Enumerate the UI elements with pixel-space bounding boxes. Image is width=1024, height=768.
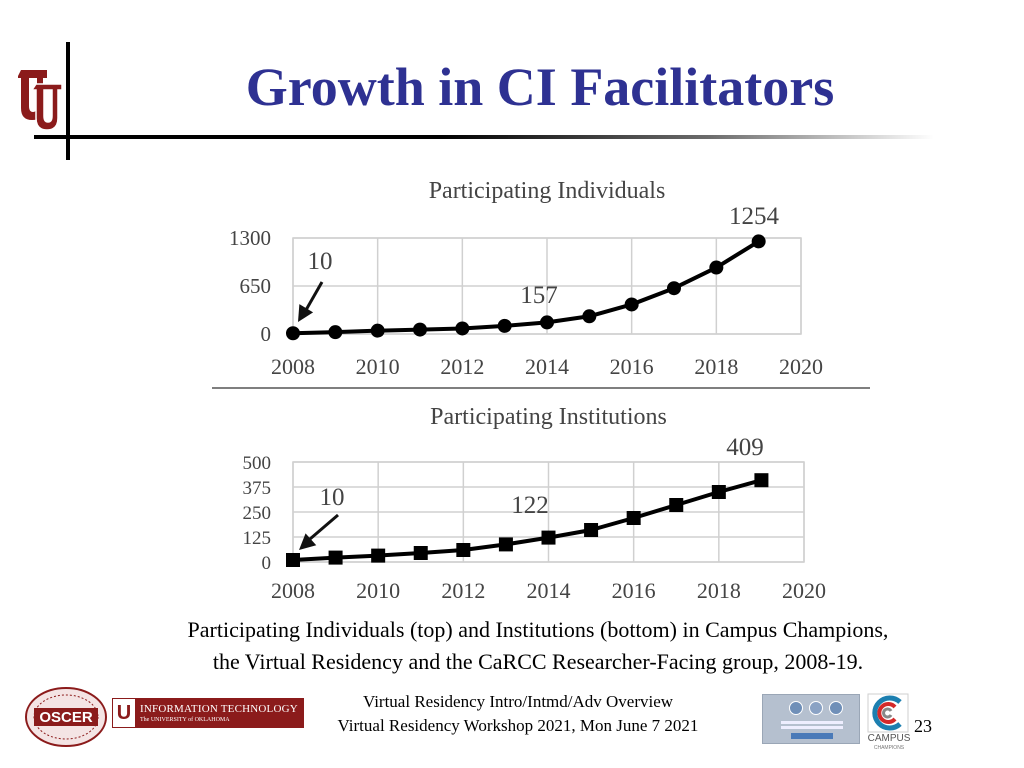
data-point	[456, 543, 471, 557]
data-point	[711, 485, 726, 499]
annotation-arrowhead	[299, 533, 317, 550]
x-tick-label: 2008	[271, 354, 315, 379]
data-point	[624, 297, 639, 312]
caption-line-1: Participating Individuals (top) and Inst…	[187, 617, 889, 642]
y-tick-label: 375	[243, 478, 272, 499]
y-tick-label: 650	[240, 274, 272, 298]
x-tick-label: 2016	[610, 354, 654, 379]
data-label: 10	[308, 248, 333, 275]
chart-title: Participating Institutions	[430, 404, 667, 430]
data-point	[371, 548, 386, 563]
data-point	[751, 234, 766, 249]
data-label: 1254	[729, 203, 780, 230]
data-point	[540, 315, 554, 330]
data-label: 157	[520, 282, 558, 309]
it-logo-line-2: The UNIVERSITY of OKLAHOMA	[140, 716, 230, 723]
x-tick-label: 2018	[694, 354, 738, 379]
x-tick-label: 2010	[356, 578, 400, 603]
x-tick-label: 2008	[271, 578, 315, 603]
chart-title: Participating Individuals	[429, 178, 666, 204]
title-vertical-rule	[66, 42, 70, 160]
data-point	[709, 260, 724, 275]
oscer-logo-text: OSCER	[39, 709, 93, 726]
y-tick-label: 125	[243, 528, 272, 549]
campus-champions-subtext: CHAMPIONS	[873, 745, 905, 751]
slide-caption: Participating Individuals (top) and Inst…	[100, 614, 976, 678]
it-logo-line-1: INFORMATION TECHNOLOGY	[140, 702, 298, 715]
data-point	[286, 553, 300, 567]
title-horizontal-rule	[34, 135, 934, 139]
y-tick-label: 0	[261, 322, 272, 346]
footer-line-1: Virtual Residency Intro/Intmd/Adv Overvi…	[362, 692, 674, 711]
data-point	[669, 498, 684, 512]
series-line	[292, 239, 760, 336]
x-tick-label: 2018	[697, 578, 741, 603]
data-point	[413, 322, 427, 337]
campus-champions-icon	[867, 693, 909, 733]
caption-line-2: the Virtual Residency and the CaRCC Rese…	[212, 649, 864, 674]
annotation-arrowhead	[298, 304, 314, 322]
data-point	[328, 325, 343, 340]
data-point	[667, 281, 681, 296]
series-line	[292, 478, 762, 562]
campus-champions-logo: CAMPUS CHAMPIONS	[866, 692, 912, 756]
data-point	[498, 537, 513, 552]
y-tick-label: 500	[243, 453, 272, 474]
data-label: 10	[320, 484, 345, 511]
x-tick-label: 2012	[441, 578, 485, 603]
slide-title: Growth in CI Facilitators	[245, 57, 835, 117]
x-tick-label: 2014	[527, 578, 571, 603]
x-tick-label: 2020	[782, 578, 826, 603]
oscer-logo-icon: OSCER	[25, 687, 107, 747]
data-point	[413, 546, 428, 560]
data-label: 122	[511, 492, 549, 519]
data-point	[626, 511, 641, 525]
ou-mini-icon: U	[112, 698, 136, 728]
ou-logo-icon	[18, 70, 63, 131]
data-point	[584, 523, 599, 537]
it-logo: U INFORMATION TECHNOLOGY The UNIVERSITY …	[112, 698, 304, 728]
data-point	[541, 530, 556, 545]
data-point	[370, 323, 385, 338]
x-tick-label: 2014	[525, 354, 569, 379]
campus-champions-text: CAMPUS	[867, 733, 911, 744]
x-tick-label: 2012	[440, 354, 484, 379]
growth-charts: Participating Individuals 2008 2010 2012 201…	[212, 178, 870, 603]
data-point	[286, 326, 300, 341]
carcc-logo-icon	[762, 694, 860, 744]
footer: Virtual Residency Intro/Intmd/Adv Overvi…	[300, 690, 736, 738]
y-tick-label: 1300	[229, 226, 271, 250]
x-tick-label: 2020	[779, 354, 823, 379]
x-tick-label: 2016	[612, 578, 656, 603]
x-tick-label: 2010	[356, 354, 400, 379]
data-point	[754, 473, 769, 488]
y-tick-label: 0	[262, 553, 272, 574]
y-tick-label: 250	[243, 503, 272, 524]
data-point	[582, 309, 597, 324]
slide-number: 23	[914, 716, 932, 736]
data-point	[497, 318, 512, 333]
data-label: 409	[726, 434, 764, 461]
footer-line-2: Virtual Residency Workshop 2021, Mon Jun…	[337, 716, 699, 735]
data-point	[455, 321, 470, 336]
data-point	[328, 550, 343, 565]
